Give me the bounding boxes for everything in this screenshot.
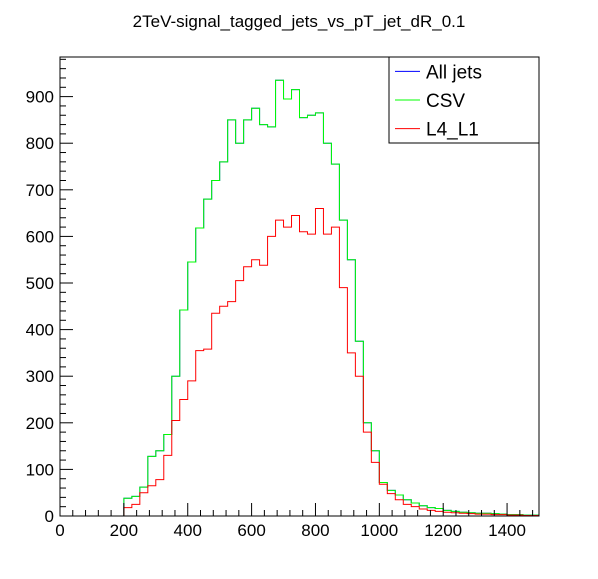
x-tick-label: 1000 bbox=[360, 521, 398, 540]
y-tick-label: 200 bbox=[26, 414, 54, 433]
chart-title: 2TeV-signal_tagged_jets_vs_pT_jet_dR_0.1 bbox=[133, 12, 466, 31]
y-tick-label: 300 bbox=[26, 367, 54, 386]
x-tick-label: 400 bbox=[174, 521, 202, 540]
legend-label: L4_L1 bbox=[426, 120, 479, 141]
series-line-all-jets bbox=[60, 79, 539, 517]
x-tick-label: 800 bbox=[301, 521, 329, 540]
x-tick-label: 600 bbox=[237, 521, 265, 540]
plot-frame bbox=[59, 56, 540, 517]
y-tick-label: 800 bbox=[26, 134, 54, 153]
x-tick-label: 1400 bbox=[488, 521, 526, 540]
y-tick-label: 900 bbox=[26, 88, 54, 107]
y-tick-label: 0 bbox=[45, 507, 54, 526]
y-tick-label: 700 bbox=[26, 181, 54, 200]
y-tick-label: 100 bbox=[26, 460, 54, 479]
legend-label: CSV bbox=[426, 91, 465, 112]
series-line-csv bbox=[60, 79, 539, 517]
axis-layer: 0 200 400 600 800 1000 1200 1400 0 100 200 300 400 50… bbox=[26, 58, 534, 540]
series-layer bbox=[60, 79, 539, 517]
series-line-l4-l1 bbox=[60, 207, 539, 517]
y-tick-label: 400 bbox=[26, 321, 54, 340]
x-tick-label: 1200 bbox=[424, 521, 462, 540]
legend-label: All jets bbox=[426, 62, 482, 83]
y-tick-label: 600 bbox=[26, 227, 54, 246]
x-tick-label: 0 bbox=[55, 521, 64, 540]
x-tick-label: 200 bbox=[110, 521, 138, 540]
y-tick-label: 500 bbox=[26, 274, 54, 293]
legend: All jets CSV L4_L1 bbox=[388, 56, 540, 144]
